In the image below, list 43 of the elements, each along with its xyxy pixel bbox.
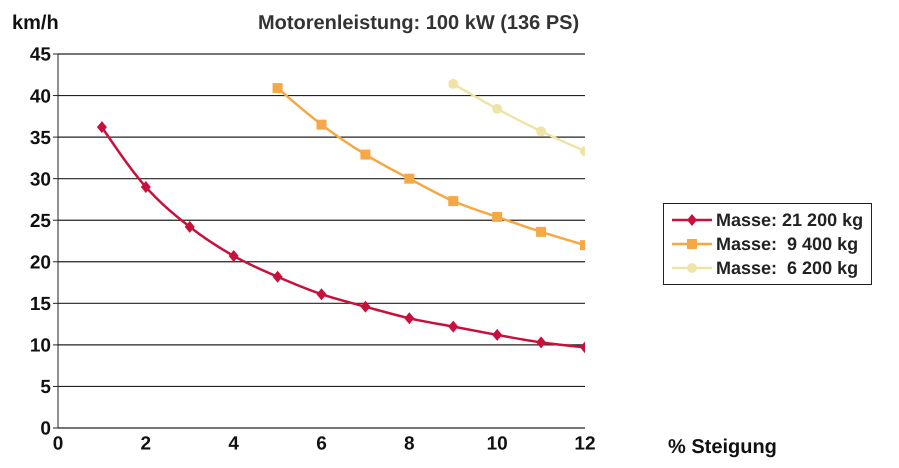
point [448,78,458,89]
y-tick-label: 25 [30,210,52,232]
y-tick-label: 30 [30,169,51,190]
point [272,270,283,283]
x-axis-title: % Steigung [668,436,777,459]
x-tick-label: 6 [316,433,327,454]
point [360,300,370,313]
point [316,120,326,130]
point [536,126,546,136]
point [492,104,502,114]
legend-label: Masse: 6 200 kg [716,258,858,278]
y-tick-label: 40 [30,86,51,108]
x-tick-label: 12 [574,433,596,454]
legend-label: Masse: 9 400 kg [716,234,858,254]
point [316,288,326,300]
x-tick-label: 8 [404,433,415,454]
point [448,196,458,206]
point [184,220,195,233]
x-tick-label: 2 [140,433,152,454]
point [272,83,283,94]
point [404,174,414,184]
y-tick-label: 15 [30,294,52,316]
y-tick-label: 5 [40,377,52,398]
legend-label: Masse: 21 200 kg [716,210,864,230]
point [492,328,502,341]
point [492,212,502,222]
point [448,320,458,333]
chart-title: Motorenleistung: 100 kW (136 PS) [258,12,580,35]
point [360,150,370,160]
point [404,312,414,324]
y-tick-label: 0 [40,418,51,440]
point [536,226,546,237]
point [536,336,546,348]
y-tick-label: 45 [30,44,52,66]
y-axis-title: km/h [12,12,59,35]
y-tick-label: 20 [30,252,51,274]
x-tick-label: 4 [228,433,240,454]
point [140,180,151,193]
y-tick-label: 10 [30,336,51,357]
y-tick-label: 35 [30,128,52,149]
point [228,250,239,262]
x-tick-label: 10 [486,433,508,454]
point [96,121,107,134]
